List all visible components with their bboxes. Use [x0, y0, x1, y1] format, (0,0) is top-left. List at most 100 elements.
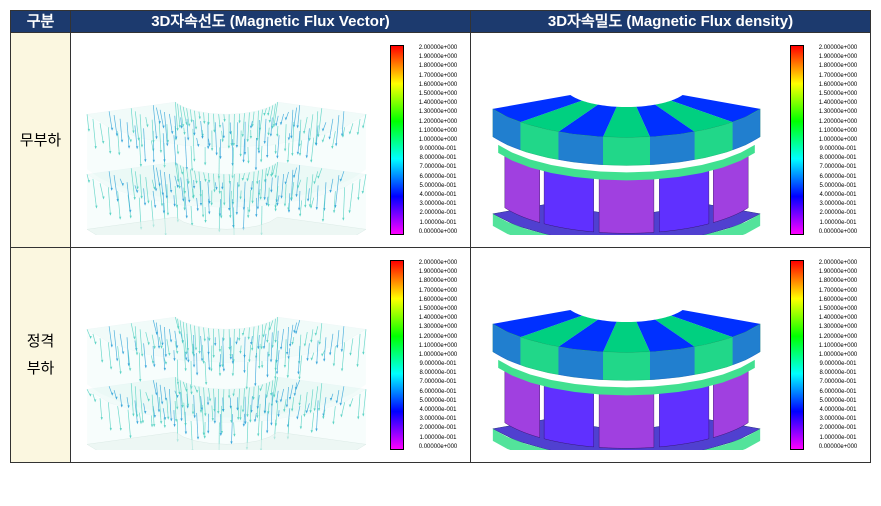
colorbar-tick: 1.50000e+000 [806, 91, 870, 97]
colorbar-tick: 6.00000e-001 [406, 174, 470, 180]
colorbar-tick: 1.30000e+000 [406, 109, 470, 115]
colorbar-tick: 8.00000e-001 [406, 370, 470, 376]
cell-rated-load-density: 2.00000e+0001.90000e+0001.80000e+0001.70… [471, 248, 871, 463]
colorbar-tick: 1.20000e+000 [406, 119, 470, 125]
colorbar-tick: 0.00000e+000 [406, 444, 470, 450]
colorbar-tick: 4.00000e-001 [806, 192, 870, 198]
colorbar-tick: 1.90000e+000 [406, 269, 470, 275]
colorbar-legend: 2.00000e+0001.90000e+0001.80000e+0001.70… [390, 45, 470, 235]
colorbar-tick: 1.10000e+000 [806, 128, 870, 134]
colorbar-tick: 1.60000e+000 [406, 297, 470, 303]
colorbar-tick: 7.00000e-001 [406, 164, 470, 170]
colorbar-tick: 8.00000e-001 [406, 155, 470, 161]
colorbar-gradient [390, 260, 404, 450]
colorbar-tick: 9.00000e-001 [806, 361, 870, 367]
colorbar-tick: 0.00000e+000 [806, 229, 870, 235]
colorbar-tick: 9.00000e-001 [406, 361, 470, 367]
colorbar-tick: 2.00000e+000 [806, 45, 870, 51]
colorbar-tick: 2.00000e-001 [406, 210, 470, 216]
colorbar-tick: 3.00000e-001 [806, 201, 870, 207]
colorbar-tick: 1.10000e+000 [406, 343, 470, 349]
colorbar-labels: 2.00000e+0001.90000e+0001.80000e+0001.70… [404, 45, 470, 235]
colorbar-tick: 1.60000e+000 [406, 82, 470, 88]
colorbar-tick: 2.00000e+000 [806, 260, 870, 266]
colorbar-tick: 1.30000e+000 [806, 324, 870, 330]
colorbar-tick: 2.00000e-001 [806, 425, 870, 431]
colorbar-tick: 1.20000e+000 [806, 334, 870, 340]
colorbar-tick: 5.00000e-001 [806, 183, 870, 189]
colorbar-tick: 4.00000e-001 [806, 407, 870, 413]
colorbar-tick: 1.40000e+000 [406, 100, 470, 106]
colorbar-tick: 2.00000e+000 [406, 260, 470, 266]
colorbar-legend: 2.00000e+0001.90000e+0001.80000e+0001.70… [790, 260, 870, 450]
colorbar-tick: 8.00000e-001 [806, 155, 870, 161]
colorbar-tick: 2.00000e-001 [406, 425, 470, 431]
viz-flux-vector-no-load [71, 45, 382, 235]
colorbar-tick: 9.00000e-001 [406, 146, 470, 152]
colorbar-tick: 1.00000e+000 [806, 352, 870, 358]
colorbar-tick: 1.60000e+000 [806, 297, 870, 303]
viz-flux-vector-rated [71, 260, 382, 450]
colorbar-tick: 1.70000e+000 [406, 288, 470, 294]
colorbar-tick: 8.00000e-001 [806, 370, 870, 376]
colorbar-tick: 1.30000e+000 [406, 324, 470, 330]
colorbar-tick: 3.00000e-001 [406, 201, 470, 207]
colorbar-tick: 1.70000e+000 [406, 73, 470, 79]
colorbar-gradient [790, 45, 804, 235]
colorbar-tick: 2.00000e+000 [406, 45, 470, 51]
colorbar-tick: 1.50000e+000 [406, 91, 470, 97]
results-table: 구분 3D자속선도 (Magnetic Flux Vector) 3D자속밀도 … [10, 10, 871, 463]
colorbar-tick: 1.40000e+000 [806, 100, 870, 106]
colorbar-labels: 2.00000e+000 1.90000e+000 1.80000e+000 1.70… [404, 260, 470, 450]
rowlabel-rated-load-line1: 정격 [27, 333, 55, 350]
colorbar-tick: 1.80000e+000 [406, 278, 470, 284]
rowlabel-rated-load-line2: 부하 [27, 360, 55, 377]
colorbar-tick: 1.00000e+000 [406, 352, 470, 358]
colorbar-tick: 7.00000e-001 [406, 379, 470, 385]
colorbar-tick: 4.00000e-001 [406, 192, 470, 198]
colorbar-tick: 1.90000e+000 [406, 54, 470, 60]
colorbar-tick: 1.50000e+000 [806, 306, 870, 312]
header-flux-vector: 3D자속선도 (Magnetic Flux Vector) [71, 11, 471, 33]
colorbar-tick: 1.00000e-001 [806, 435, 870, 441]
header-category: 구분 [11, 11, 71, 33]
colorbar-tick: 1.90000e+000 [806, 269, 870, 275]
colorbar-tick: 1.00000e-001 [406, 220, 470, 226]
viz-flux-density-no-load [471, 45, 782, 235]
colorbar-tick: 1.00000e-001 [406, 435, 470, 441]
colorbar-tick: 6.00000e-001 [806, 389, 870, 395]
colorbar-tick: 1.10000e+000 [406, 128, 470, 134]
colorbar-tick: 1.20000e+000 [406, 334, 470, 340]
rowlabel-no-load: 무부하 [11, 33, 71, 248]
row-no-load: 무부하 2.00000e+000 1.90000e+000 1.80000e+000… [11, 33, 871, 248]
colorbar-gradient [390, 45, 404, 235]
header-flux-density: 3D자속밀도 (Magnetic Flux density) [471, 11, 871, 33]
rowlabel-rated-load: 정격 부하 [11, 248, 71, 463]
header-row: 구분 3D자속선도 (Magnetic Flux Vector) 3D자속밀도 … [11, 11, 871, 33]
colorbar-tick: 4.00000e-001 [406, 407, 470, 413]
colorbar-tick: 1.40000e+000 [406, 315, 470, 321]
colorbar-tick: 1.30000e+000 [806, 109, 870, 115]
colorbar-tick: 1.50000e+000 [406, 306, 470, 312]
colorbar-labels: 2.00000e+0001.90000e+0001.80000e+0001.70… [804, 260, 870, 450]
colorbar-tick: 1.90000e+000 [806, 54, 870, 60]
viz-flux-density-rated [471, 260, 782, 450]
colorbar-tick: 7.00000e-001 [806, 164, 870, 170]
colorbar-tick: 1.00000e+000 [406, 137, 470, 143]
colorbar-tick: 6.00000e-001 [406, 389, 470, 395]
colorbar-tick: 1.60000e+000 [806, 82, 870, 88]
colorbar-tick: 1.10000e+000 [806, 343, 870, 349]
colorbar-legend: 2.00000e+000 1.90000e+000 1.80000e+000 1.70… [790, 45, 870, 235]
colorbar-tick: 7.00000e-001 [806, 379, 870, 385]
cell-rated-load-vector: 2.00000e+000 1.90000e+000 1.80000e+000 1.70… [71, 248, 471, 463]
colorbar-tick: 1.00000e-001 [806, 220, 870, 226]
colorbar-tick: 1.20000e+000 [806, 119, 870, 125]
colorbar-legend: 2.00000e+000 1.90000e+000 1.80000e+000 1.70… [390, 260, 470, 450]
colorbar-tick: 5.00000e-001 [406, 183, 470, 189]
cell-no-load-vector: 2.00000e+0001.90000e+0001.80000e+0001.70… [71, 33, 471, 248]
row-rated-load: 정격 부하 2.00000e+000 1.90000e+000 1.80000e+0… [11, 248, 871, 463]
colorbar-tick: 1.70000e+000 [806, 73, 870, 79]
colorbar-tick: 1.80000e+000 [806, 63, 870, 69]
colorbar-tick: 5.00000e-001 [406, 398, 470, 404]
colorbar-tick: 2.00000e-001 [806, 210, 870, 216]
